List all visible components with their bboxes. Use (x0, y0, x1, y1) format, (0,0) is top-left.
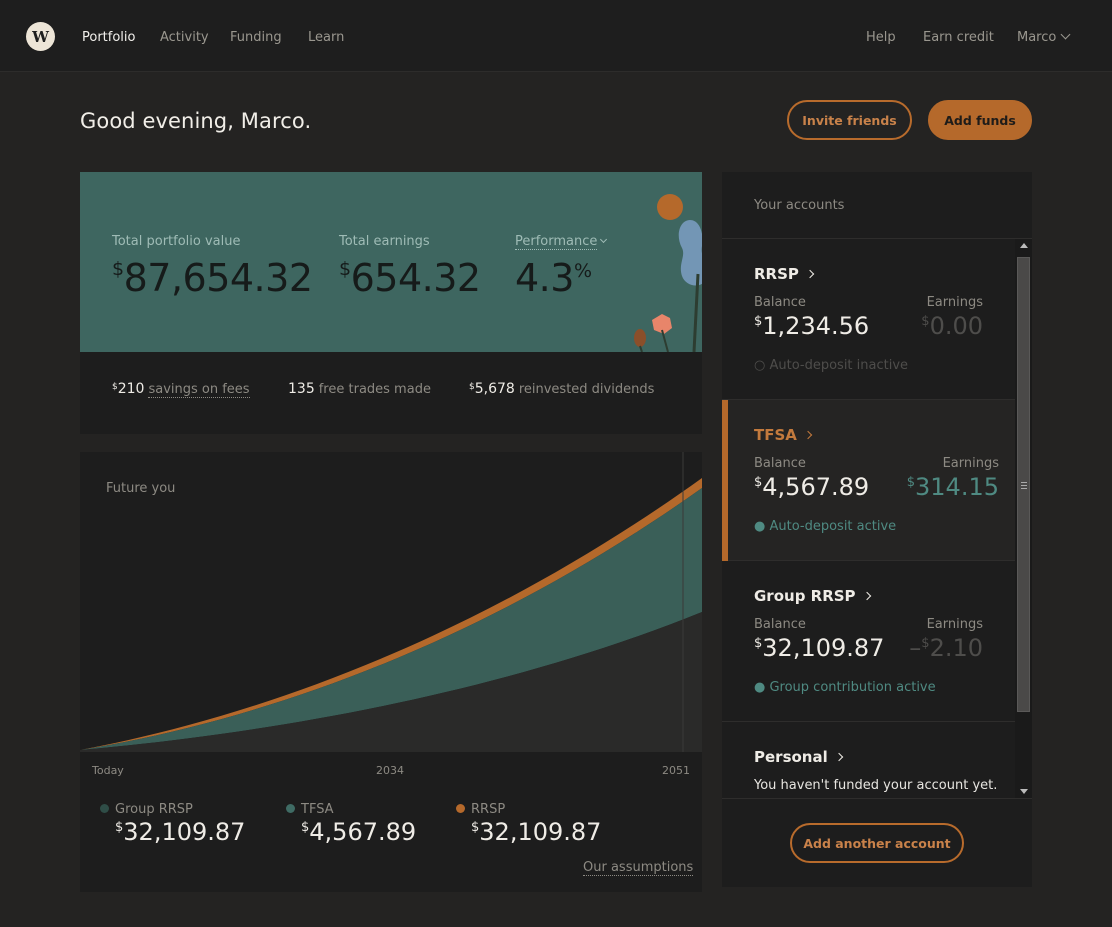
portfolio-stats: $210 savings on fees 135 free trades made … (80, 352, 702, 434)
accounts-scrollbar[interactable] (1015, 239, 1032, 798)
accounts-list[interactable]: RRSP Balance Earnings $1,234.56 $0.00 ○ … (722, 239, 1015, 798)
future-you-card: Future you Today 2034 2051 Group RRSP $3… (80, 452, 702, 892)
legend-tfsa: TFSA $4,567.89 (286, 798, 416, 846)
account-group-rrsp[interactable]: Group RRSP Balance Earnings $32,109.87 –… (722, 561, 1015, 722)
user-name: Marco (1017, 30, 1057, 45)
earnings-label: Earnings (942, 456, 999, 471)
axis-tick-2051: 2051 (662, 764, 690, 777)
account-balance: $1,234.56 (754, 312, 870, 340)
group-rrsp-area (80, 612, 702, 752)
wealthsimple-logo[interactable]: W (26, 22, 55, 51)
nav-earn-credit[interactable]: Earn credit (923, 30, 994, 45)
projection-chart (80, 452, 702, 762)
account-name[interactable]: Personal (754, 748, 843, 766)
nav-activity[interactable]: Activity (160, 30, 209, 45)
page-greeting: Good evening, Marco. (80, 109, 312, 133)
flowers-illustration (634, 194, 702, 352)
rrsp-dot (456, 804, 465, 813)
auto-deposit-status: ○ Auto-deposit inactive (754, 358, 909, 373)
legend-group-rrsp: Group RRSP $32,109.87 (100, 798, 245, 846)
group-contribution-status: ● Group contribution active (754, 680, 936, 695)
chevron-right-icon (803, 430, 813, 440)
tfsa-dot (286, 804, 295, 813)
earnings-label: Earnings (926, 295, 983, 310)
total-earnings-label: Total earnings (339, 234, 430, 249)
nav-learn[interactable]: Learn (308, 30, 345, 45)
total-value: $87,654.32 (112, 256, 313, 300)
top-nav: W Portfolio Activity Funding Learn Help … (0, 0, 1112, 72)
unfunded-note: You haven't funded your account yet. (754, 778, 998, 793)
chevron-right-icon (834, 752, 843, 762)
fees-saved-stat: $210 savings on fees (112, 381, 250, 398)
accounts-title: Your accounts (754, 198, 845, 213)
add-another-account-button[interactable]: Add another account (790, 823, 964, 863)
account-earnings: $314.15 (906, 473, 999, 501)
account-name[interactable]: TFSA (754, 426, 813, 444)
invite-friends-button[interactable]: Invite friends (787, 100, 912, 140)
nav-portfolio[interactable]: Portfolio (82, 30, 136, 45)
account-earnings: –$2.10 (909, 634, 983, 662)
scrollbar-thumb[interactable] (1017, 257, 1030, 712)
axis-tick-2034: 2034 (376, 764, 404, 777)
chevron-right-icon (805, 269, 815, 279)
balance-label: Balance (754, 295, 806, 310)
future-you-title: Future you (106, 481, 176, 496)
account-rrsp[interactable]: RRSP Balance Earnings $1,234.56 $0.00 ○ … (722, 239, 1015, 400)
balance-label: Balance (754, 617, 806, 632)
grip-icon (1021, 482, 1027, 483)
our-assumptions-link[interactable]: Our assumptions (583, 860, 694, 876)
add-funds-button[interactable]: Add funds (928, 100, 1032, 140)
tfsa-area (80, 488, 702, 750)
performance-value: 4.3% (515, 256, 592, 300)
scroll-up-icon[interactable] (1020, 243, 1028, 248)
accounts-panel: Your accounts RRSP Balance Earnings $1,2… (722, 172, 1032, 887)
total-earnings: $654.32 (339, 256, 481, 300)
group-rrsp-dot (100, 804, 109, 813)
performance-selector[interactable]: Performance (515, 234, 608, 250)
chevron-down-icon (600, 235, 608, 244)
account-name[interactable]: RRSP (754, 265, 815, 283)
axis-tick-today: Today (92, 764, 124, 777)
legend-rrsp: RRSP $32,109.87 (456, 798, 601, 846)
account-earnings: $0.00 (921, 312, 983, 340)
user-menu[interactable]: Marco (1017, 29, 1071, 45)
balance-label: Balance (754, 456, 806, 471)
total-value-label: Total portfolio value (112, 234, 241, 249)
divider (722, 238, 1032, 239)
divider (722, 798, 1032, 799)
account-tfsa[interactable]: TFSA Balance Earnings $4,567.89 $314.15 … (722, 400, 1015, 561)
auto-deposit-status: ● Auto-deposit active (754, 519, 897, 534)
free-trades-stat: 135 free trades made (288, 381, 431, 397)
nav-help[interactable]: Help (866, 30, 896, 45)
earnings-label: Earnings (926, 617, 983, 632)
account-balance: $32,109.87 (754, 634, 885, 662)
nav-funding[interactable]: Funding (230, 30, 282, 45)
account-name[interactable]: Group RRSP (754, 587, 871, 605)
scroll-down-icon[interactable] (1020, 789, 1028, 794)
chevron-down-icon (1060, 29, 1071, 40)
chevron-right-icon (862, 591, 871, 601)
portfolio-summary-card: Total portfolio value $87,654.32 Total e… (80, 172, 702, 352)
account-balance: $4,567.89 (754, 473, 870, 501)
account-personal[interactable]: Personal You haven't funded your account… (722, 722, 1015, 798)
dividends-stat: $5,678 reinvested dividends (469, 381, 655, 397)
